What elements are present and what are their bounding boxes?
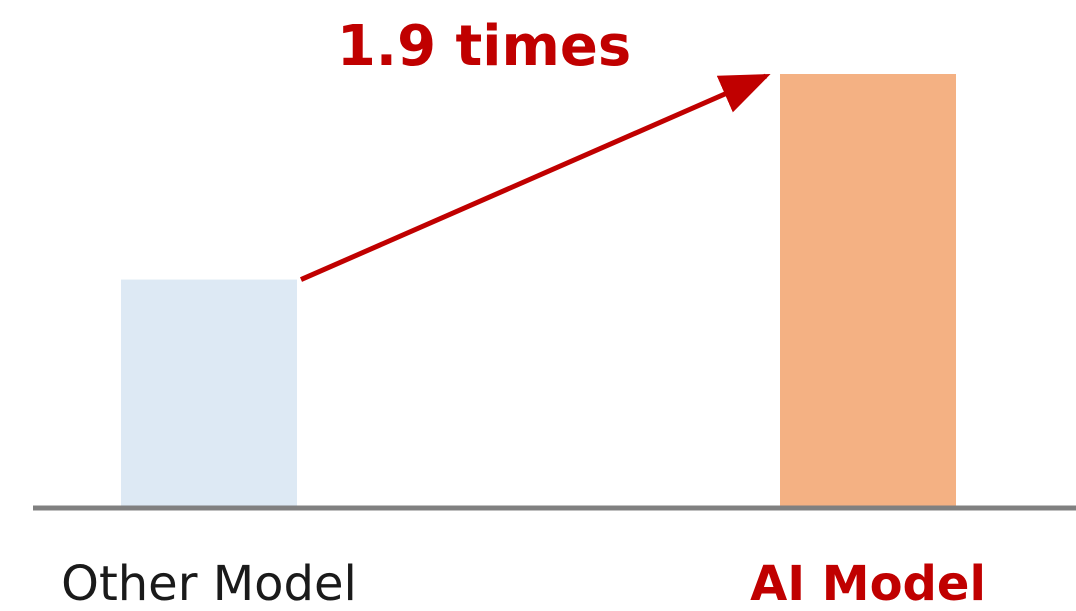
category-label-ai-model: AI Model: [750, 556, 986, 611]
category-label-other-model: Other Model: [61, 556, 357, 611]
bar-ai-model: [780, 74, 956, 508]
ratio-arrow: [299, 73, 771, 282]
annotation-label: 1.9 times: [337, 14, 631, 79]
bar-other-model: [121, 279, 297, 508]
